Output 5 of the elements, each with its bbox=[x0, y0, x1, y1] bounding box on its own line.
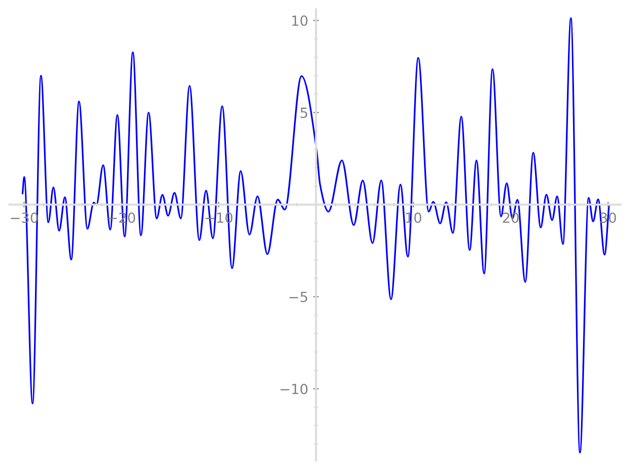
y-tick-label: −10 bbox=[280, 384, 308, 394]
x-tick-label: 20 bbox=[502, 212, 519, 224]
y-tick-label: 5 bbox=[300, 108, 308, 118]
y-tick-label: 10 bbox=[292, 15, 308, 26]
y-tick-label: −5 bbox=[289, 292, 308, 302]
